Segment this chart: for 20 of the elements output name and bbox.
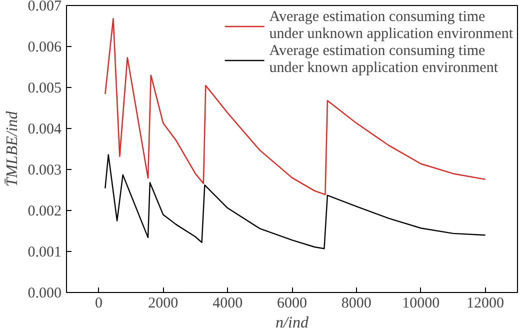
y-axis-title: T̄MLBE/ind <box>4 110 21 187</box>
x-tick-label: 2000 <box>148 296 178 312</box>
y-tick-label: 0.006 <box>28 40 62 56</box>
y-tick-label: 0.005 <box>28 80 62 96</box>
legend-label: Average estimation consuming time under unknown application environment <box>269 9 513 43</box>
y-tick-label: 0.000 <box>28 286 62 302</box>
y-tick-label: 0.004 <box>28 122 62 138</box>
y-tick-label: 0.002 <box>28 204 62 220</box>
x-tick-label: 6000 <box>277 296 307 312</box>
y-tick-label: 0.007 <box>28 0 62 14</box>
y-tick-label: 0.001 <box>28 244 62 260</box>
x-tick-label: 12000 <box>466 296 504 312</box>
x-tick-label: 4000 <box>212 296 243 312</box>
line-series <box>104 154 486 250</box>
y-tick-label: 0.003 <box>28 162 62 178</box>
x-tick-label: 10000 <box>402 296 440 312</box>
legend-label: Average estimation consuming time under known application environment <box>269 43 498 77</box>
x-tick-label: 8000 <box>341 296 372 312</box>
x-axis-title: n/ind <box>276 314 310 332</box>
x-tick-label: 0 <box>94 296 102 312</box>
